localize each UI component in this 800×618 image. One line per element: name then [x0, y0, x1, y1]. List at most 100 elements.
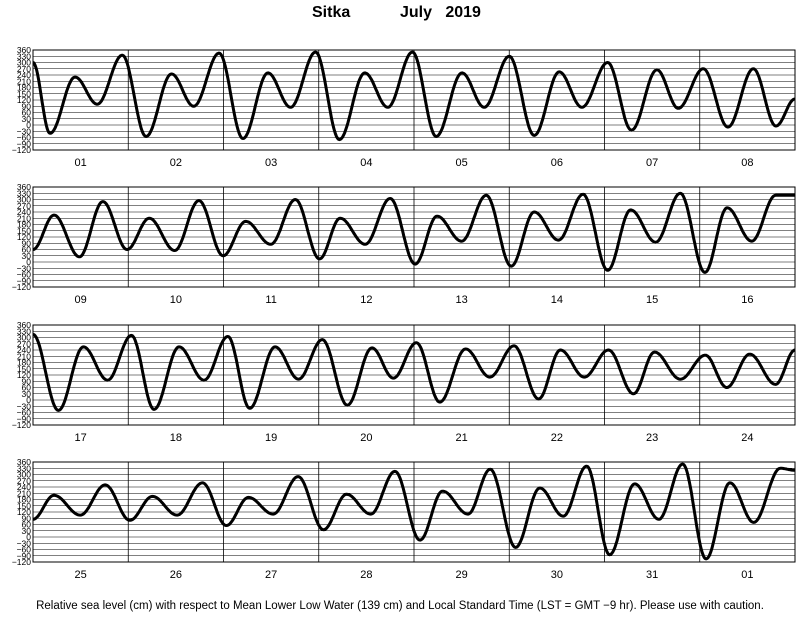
day-label: 16: [741, 294, 753, 306]
tide-curve: [32, 462, 796, 561]
y-tick-label: 210: [17, 76, 31, 86]
day-label: 20: [360, 432, 372, 444]
day-label: 02: [170, 157, 182, 169]
y-tick-label: 300: [17, 333, 31, 343]
day-label: 01: [75, 157, 87, 169]
month-year: July 2019: [400, 4, 481, 22]
day-label: 23: [646, 432, 658, 444]
day-label: 28: [360, 569, 372, 581]
y-tick-label: 330: [17, 326, 31, 336]
y-tick-label: 30: [22, 251, 32, 261]
y-tick-label: 270: [17, 64, 31, 74]
y-tick-label: −30: [17, 126, 32, 136]
y-tick-label: 90: [22, 513, 32, 523]
day-label: 12: [360, 294, 372, 306]
y-tick-label: 330: [17, 51, 31, 61]
day-label: 14: [551, 294, 563, 306]
day-label: 04: [360, 157, 372, 169]
y-tick-label: 240: [17, 482, 31, 492]
y-tick-label: 60: [22, 108, 32, 118]
y-tick-label: −90: [17, 139, 32, 149]
y-tick-label: −90: [17, 276, 32, 286]
tide-curve: [32, 191, 796, 274]
day-label: 13: [456, 294, 468, 306]
day-label: 01: [741, 569, 753, 581]
y-tick-label: −30: [17, 263, 32, 273]
day-label: 15: [646, 294, 658, 306]
day-label: 17: [75, 432, 87, 444]
y-tick-label: −120: [12, 282, 31, 292]
y-tick-label: 360: [17, 45, 31, 55]
y-tick-label: 360: [17, 182, 31, 192]
year-label: 2019: [445, 4, 481, 21]
y-tick-label: 60: [22, 383, 32, 393]
y-tick-label: 0: [26, 257, 31, 267]
day-label: 27: [265, 569, 277, 581]
y-tick-label: 180: [17, 358, 31, 368]
y-tick-label: −120: [12, 557, 31, 567]
y-tick-label: 60: [22, 245, 32, 255]
y-tick-label: 90: [22, 101, 32, 111]
y-tick-label: 30: [22, 389, 32, 399]
y-tick-label: 0: [26, 532, 31, 542]
y-tick-label: 120: [17, 507, 31, 517]
y-tick-label: 210: [17, 213, 31, 223]
y-tick-label: 360: [17, 320, 31, 330]
y-tick-label: 300: [17, 470, 31, 480]
day-label: 03: [265, 157, 277, 169]
y-tick-label: 150: [17, 226, 31, 236]
y-tick-label: 210: [17, 351, 31, 361]
day-label: 31: [646, 569, 658, 581]
y-tick-label: 120: [17, 370, 31, 380]
y-tick-label: −90: [17, 414, 32, 424]
y-tick-label: 240: [17, 207, 31, 217]
y-tick-label: −90: [17, 551, 32, 561]
y-tick-label: 330: [17, 463, 31, 473]
y-tick-label: 300: [17, 195, 31, 205]
y-tick-label: 180: [17, 495, 31, 505]
y-tick-label: −120: [12, 145, 31, 155]
y-tick-label: 120: [17, 95, 31, 105]
day-label: 06: [551, 157, 563, 169]
day-label: 11: [265, 294, 276, 306]
y-tick-label: 0: [26, 120, 31, 130]
day-label: 21: [456, 432, 468, 444]
day-label: 25: [75, 569, 87, 581]
day-label: 19: [265, 432, 277, 444]
y-tick-label: 270: [17, 339, 31, 349]
y-tick-label: 360: [17, 457, 31, 467]
y-tick-label: −120: [12, 420, 31, 430]
y-tick-label: 150: [17, 89, 31, 99]
month-label: July: [400, 4, 433, 21]
y-tick-label: 90: [22, 238, 32, 248]
y-tick-label: 240: [17, 345, 31, 355]
station-name: Sitka: [312, 4, 351, 21]
tide-curve: [32, 332, 796, 412]
tide-panel-1: 3603303002702402101801501209060300−30−60…: [12, 45, 796, 169]
tide-panel-2: 3603303002702402101801501209060300−30−60…: [12, 182, 796, 306]
y-tick-label: 270: [17, 476, 31, 486]
y-tick-label: 0: [26, 395, 31, 405]
chart-title: Sitka July 2019: [0, 4, 800, 26]
tide-curve: [32, 50, 796, 142]
day-label: 29: [456, 569, 468, 581]
y-tick-label: 180: [17, 220, 31, 230]
y-tick-label: 120: [17, 232, 31, 242]
day-label: 18: [170, 432, 182, 444]
tide-panel-4: 3603303002702402101801501209060300−30−60…: [12, 457, 796, 581]
y-tick-label: −30: [17, 538, 32, 548]
day-label: 26: [170, 569, 182, 581]
y-tick-label: 150: [17, 364, 31, 374]
day-label: 10: [170, 294, 182, 306]
day-label: 24: [741, 432, 753, 444]
y-tick-label: −60: [17, 408, 32, 418]
day-label: 22: [551, 432, 563, 444]
y-tick-label: 270: [17, 201, 31, 211]
y-tick-label: 240: [17, 70, 31, 80]
y-tick-label: 300: [17, 58, 31, 68]
day-label: 30: [551, 569, 563, 581]
y-tick-label: 150: [17, 501, 31, 511]
day-label: 07: [646, 157, 658, 169]
y-tick-label: −60: [17, 133, 32, 143]
